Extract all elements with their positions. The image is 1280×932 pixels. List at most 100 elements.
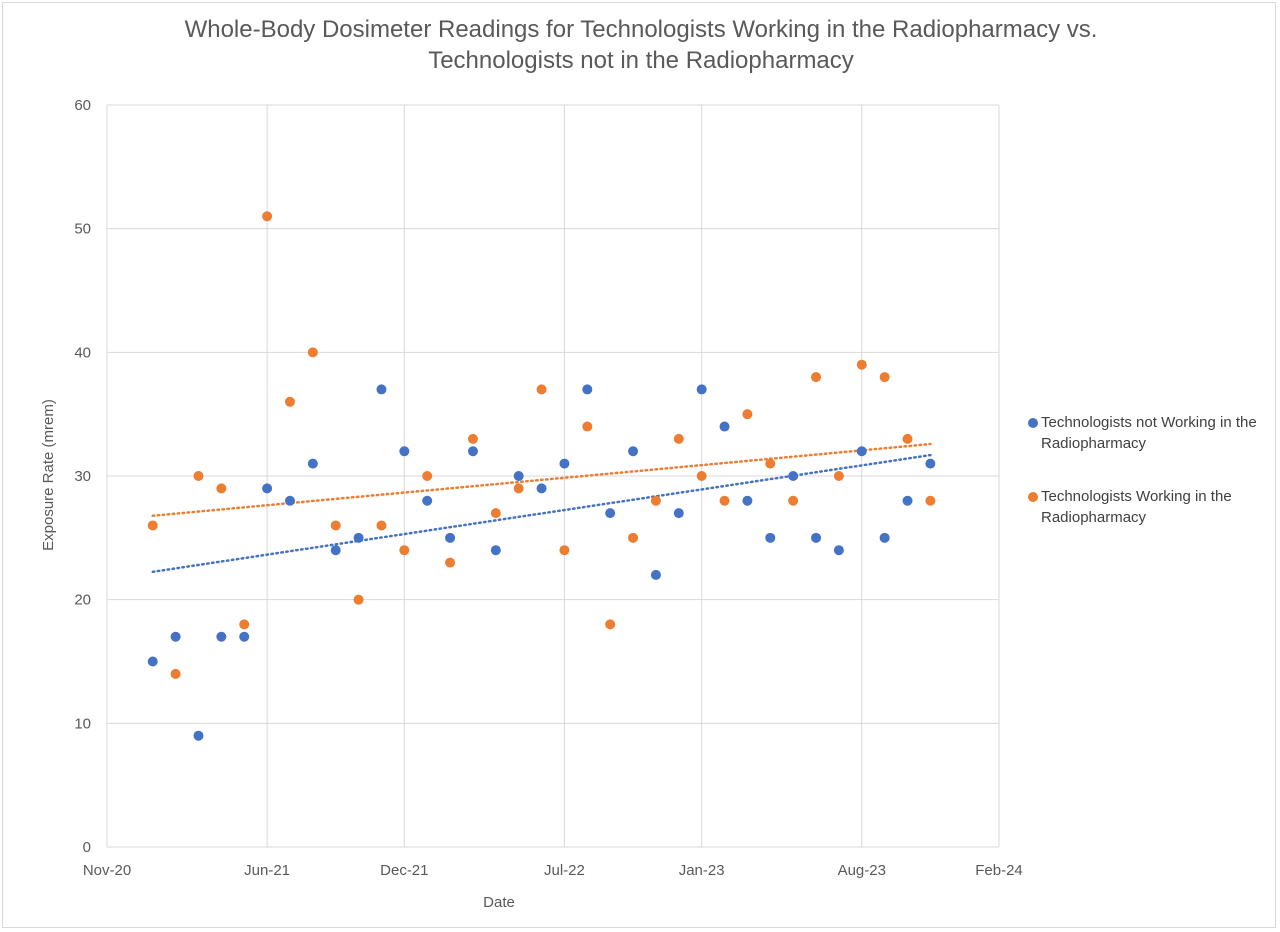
data-points [147,211,936,741]
data-point-series-0 [696,384,707,395]
data-point-series-0 [330,545,341,556]
x-tick-label: Jun-21 [244,862,290,879]
y-tick-label: 50 [74,221,91,238]
data-point-series-0 [605,508,616,519]
y-tick-label: 60 [74,97,91,114]
legend-item-not-radiopharmacy: Technologists not Working in the Radioph… [1026,412,1271,454]
data-point-series-1 [307,347,318,358]
data-point-series-0 [445,532,456,543]
data-point-series-0 [628,446,639,457]
data-point-series-0 [833,545,844,556]
y-tick-label: 10 [74,715,91,732]
data-point-series-0 [399,446,410,457]
data-point-series-0 [147,656,158,667]
data-point-series-1 [742,409,753,420]
data-point-series-1 [376,520,387,531]
data-point-series-0 [811,532,822,543]
data-point-series-0 [513,471,524,481]
data-point-series-1 [445,557,456,568]
grid-lines [106,104,1000,848]
data-point-series-0 [742,495,753,506]
data-point-series-0 [582,384,593,395]
y-tick-label: 20 [74,592,91,609]
data-point-series-0 [284,495,295,506]
trendline-series-1 [151,442,932,517]
x-tick-label: Jul-22 [544,862,585,879]
data-point-series-1 [719,495,730,506]
legend-item-radiopharmacy: Technologists Working in the Radiopharma… [1026,486,1271,528]
data-point-series-0 [673,508,684,519]
trendline-series-0 [151,453,932,574]
x-tick-label: Dec-21 [380,862,428,879]
x-axis-label: Date [483,894,515,911]
data-point-series-0 [170,631,181,642]
data-point-series-1 [147,520,158,531]
chart-legend: Technologists not Working in the Radioph… [1026,412,1271,560]
y-axis-label: Exposure Rate (mrem) [40,399,57,551]
data-point-series-0 [490,545,501,556]
data-point-series-0 [536,483,547,494]
y-tick-label: 30 [74,468,91,485]
data-point-series-1 [765,458,776,469]
data-point-series-0 [788,471,799,481]
trendlines [151,442,932,574]
data-point-series-1 [490,508,501,519]
data-point-series-0 [216,631,227,642]
data-point-series-1 [239,619,250,630]
data-point-series-1 [582,421,593,432]
data-point-series-1 [696,471,707,481]
data-point-series-1 [170,668,181,679]
data-point-series-0 [902,495,913,506]
data-point-series-1 [879,372,890,383]
data-point-series-0 [262,483,273,494]
data-point-series-0 [856,446,867,457]
data-point-series-1 [650,495,661,506]
data-point-series-1 [559,545,570,556]
data-point-series-1 [605,619,616,630]
data-point-series-0 [719,421,730,432]
x-tick-label: Feb-24 [975,862,1023,879]
data-point-series-1 [353,594,364,605]
legend-label-not-radiopharmacy: Technologists not Working in the Radioph… [1041,414,1257,452]
data-point-series-1 [902,433,913,444]
data-point-series-1 [422,471,433,481]
data-point-series-1 [811,372,822,383]
data-point-series-1 [833,471,844,481]
data-point-series-1 [467,433,478,444]
axis-tick-labels: 0 10 20 30 40 50 60 Nov-20 Jun-21 Dec-21 Jul-22 Jan… [74,97,1022,879]
legend-marker-blue-icon [1028,418,1038,428]
data-point-series-0 [925,458,936,469]
data-point-series-1 [536,384,547,395]
legend-label-radiopharmacy: Technologists Working in the Radiopharma… [1041,488,1232,526]
data-point-series-0 [650,569,661,580]
data-point-series-1 [513,483,524,494]
data-point-series-1 [399,545,410,556]
data-point-series-0 [422,495,433,506]
data-point-series-1 [262,211,273,222]
x-tick-label: Nov-20 [83,862,131,879]
data-point-series-0 [353,532,364,543]
legend-marker-orange-icon [1028,492,1038,502]
x-tick-label: Jan-23 [679,862,725,879]
data-point-series-0 [765,532,776,543]
data-point-series-0 [239,631,250,642]
x-tick-label: Aug-23 [838,862,886,879]
data-point-series-0 [307,458,318,469]
data-point-series-1 [193,471,204,481]
data-point-series-0 [376,384,387,395]
data-point-series-1 [673,433,684,444]
data-point-series-1 [628,532,639,543]
data-point-series-1 [788,495,799,506]
data-point-series-0 [879,532,890,543]
data-point-series-1 [216,483,227,494]
data-point-series-1 [284,396,295,407]
chart-title-line-2: Technologists not in the Radiopharmacy [428,47,854,74]
data-point-series-1 [330,520,341,531]
data-point-series-1 [856,359,867,370]
data-point-series-0 [467,446,478,457]
y-tick-label: 40 [74,344,91,361]
chart-title: Whole-Body Dosimeter Readings for Techno… [0,14,1280,76]
y-tick-label: 0 [83,839,91,856]
